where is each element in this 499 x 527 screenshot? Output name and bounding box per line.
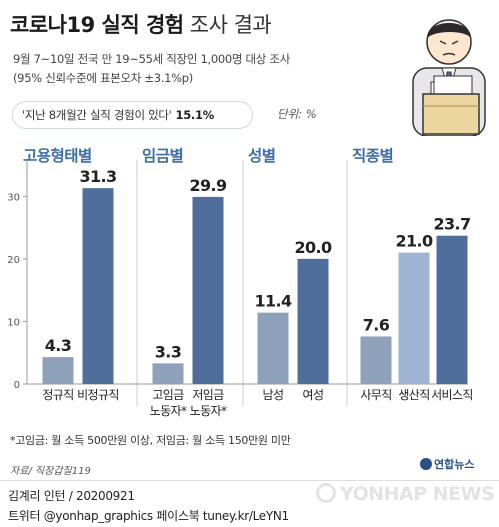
bar-value-label: 29.9: [189, 176, 227, 195]
bar-value-label: 21.0: [395, 232, 433, 251]
x-tick-label: 고임금: [152, 388, 184, 402]
bar: [257, 312, 289, 384]
y-tick-label: 0: [14, 380, 20, 391]
chart-title: 코로나19 실직 경험 조사 결과: [10, 9, 272, 39]
social-links: 트위터 @yonhap_graphics 페이스북 tuney.kr/LeYN1: [8, 509, 289, 523]
bar-value-label: 23.7: [433, 215, 470, 234]
bar-value-label: 4.3: [45, 336, 72, 355]
category-gender: 성별: [248, 147, 276, 165]
office-worker-illustration: [412, 19, 486, 136]
watermark: YONHAP NEWS: [316, 483, 495, 505]
bar: [192, 196, 224, 384]
highlight-box: '지난 8개월간 실직 경험이 있다' 15.1%: [12, 101, 253, 129]
highlight-question: '지난 8개월간 실직 경험이 있다': [22, 108, 172, 122]
bar-value-label: 3.3: [155, 342, 182, 361]
x-tick-label: 남성: [263, 388, 284, 402]
bar: [398, 252, 430, 384]
unit-label: 단위: %: [277, 107, 317, 121]
subtitle-line-2: (95% 신뢰수준에 표본오차 ±3.1%p): [13, 71, 193, 85]
title-main: 코로나19 실직 경험: [10, 13, 184, 37]
y-tick-label: 20: [7, 255, 20, 266]
author-credit: 김계리 인턴 / 20200921: [8, 489, 135, 503]
bar: [82, 188, 114, 384]
category-wage: 임금별: [142, 147, 184, 165]
bar: [152, 363, 184, 384]
brand-label: 연합뉴스: [434, 458, 475, 471]
x-tick-label: 생산직: [398, 388, 429, 402]
x-tick-label: 여성: [303, 388, 324, 402]
category-employment: 고용형태별: [23, 147, 92, 165]
category-occupation: 직종별: [352, 147, 394, 165]
watermark-text: YONHAP NEWS: [340, 483, 495, 505]
footer-divider: [0, 480, 499, 481]
bar: [436, 235, 468, 384]
yonhap-brand: 연합뉴스: [420, 456, 474, 472]
x-tick-label: 저임금: [192, 388, 224, 402]
highlight-value: 15.1%: [175, 108, 215, 122]
x-tick-label: 노동자*: [150, 404, 187, 418]
bar: [42, 357, 74, 384]
y-tick-label: 10: [7, 317, 20, 328]
watermark-logo-icon: [316, 483, 336, 503]
x-tick-label: 노동자*: [190, 404, 227, 418]
source-note: 자료/ 직장갑질119: [10, 466, 91, 477]
x-tick-label: 사무직: [360, 388, 391, 402]
footnote: *고임금: 월 소득 500만원 이상, 저임금: 월 소득 150만원 미만: [10, 434, 291, 447]
bar: [360, 336, 392, 384]
bar-value-label: 7.6: [363, 315, 390, 334]
x-tick-label: 비정규직: [77, 388, 119, 402]
y-tick-label: 30: [7, 192, 20, 203]
bar-value-label: 31.3: [79, 167, 116, 186]
bar-value-label: 20.0: [294, 238, 332, 257]
bar-value-label: 11.4: [254, 292, 292, 311]
title-suffix: 조사 결과: [189, 13, 272, 37]
x-tick-label: 정규직: [42, 388, 73, 402]
subtitle-line-1: 9월 7~10일 전국 만 19~55세 직장인 1,000명 대상 조사: [13, 52, 290, 66]
yonhap-logo-icon: [420, 458, 432, 470]
bar: [297, 258, 329, 384]
x-tick-label: 서비스직: [431, 388, 473, 402]
